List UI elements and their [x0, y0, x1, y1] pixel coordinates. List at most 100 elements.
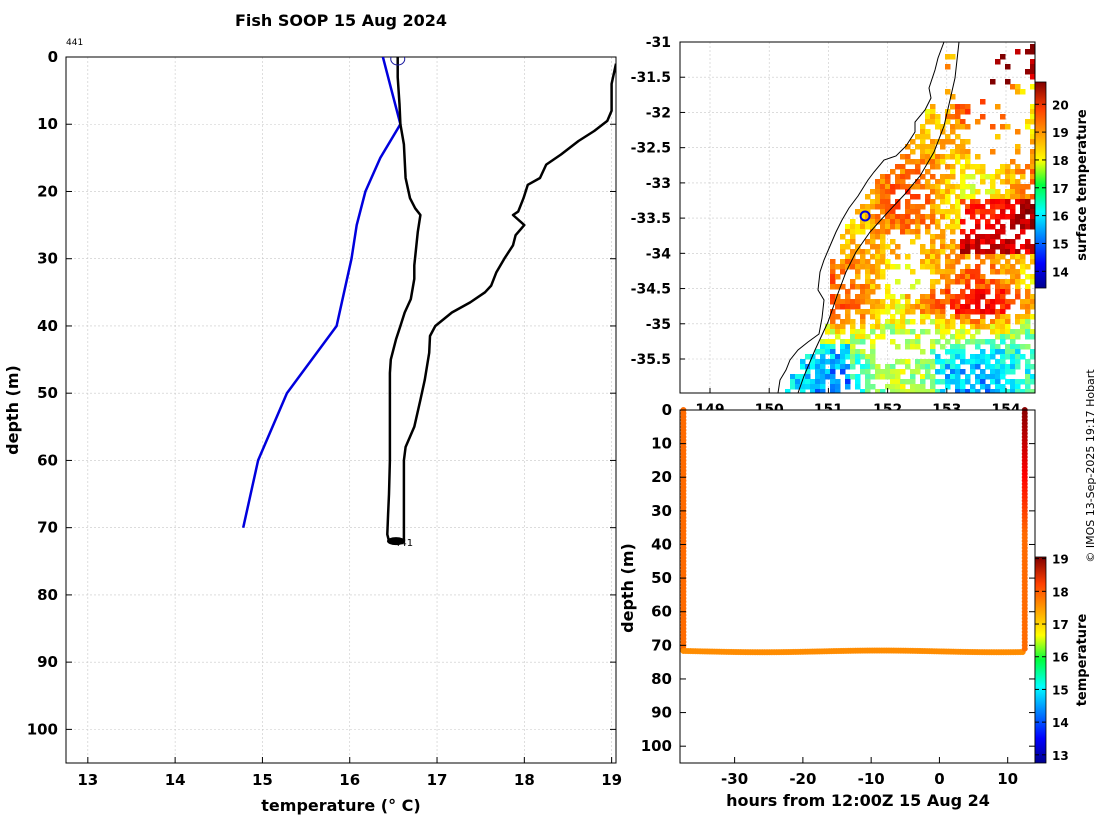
sst-cell: [935, 114, 941, 120]
sst-cell: [930, 104, 936, 110]
sst-cell: [960, 354, 966, 360]
sst-cell: [880, 249, 886, 255]
sst-cell: [815, 369, 821, 375]
sst-cell: [960, 294, 966, 300]
sst-cell: [1015, 274, 1021, 280]
sst-cell: [1025, 364, 1031, 370]
sst-cell: [1020, 269, 1026, 275]
sst-cell: [860, 284, 866, 290]
sst-cell: [985, 209, 991, 215]
sst-cell: [1015, 289, 1021, 295]
sst-cell: [920, 364, 926, 370]
sst-cell: [865, 264, 871, 270]
sst-cell: [1030, 164, 1035, 170]
sst-cell: [990, 354, 996, 360]
sst-cell: [1015, 164, 1021, 170]
sst-cell: [960, 109, 966, 115]
scatter-point: [1021, 645, 1028, 652]
sst-cell: [990, 249, 996, 255]
sst-cell: [905, 219, 911, 225]
sst-cell: [1010, 354, 1016, 360]
sst-cell: [870, 279, 876, 285]
sst-cell: [830, 379, 836, 385]
sst-colorbar-label: surface temperature: [1075, 109, 1090, 261]
sst-cell: [970, 204, 976, 210]
sst-colorbar: [1034, 81, 1047, 289]
sst-cell: [955, 104, 961, 110]
sst-cell: [920, 264, 926, 270]
sst-cell: [845, 229, 851, 235]
sst-cell: [840, 359, 846, 365]
sst-cell: [1005, 329, 1011, 335]
sst-cell: [830, 309, 836, 315]
sst-cell: [950, 349, 956, 355]
sst-cell: [980, 204, 986, 210]
sst-cell: [915, 164, 921, 170]
sst-cell: [935, 164, 941, 170]
sst-cell: [925, 134, 931, 140]
sst-cell: [1005, 279, 1011, 285]
sst-cell: [1015, 349, 1021, 355]
sst-cell: [950, 344, 956, 350]
sst-cell: [935, 219, 941, 225]
sst-cell: [865, 224, 871, 230]
sst-cell: [850, 334, 856, 340]
sst-cell: [905, 199, 911, 205]
sst-cell: [980, 374, 986, 380]
sst-cell: [1005, 334, 1011, 340]
sst-cell: [940, 309, 946, 315]
sst-cell: [865, 364, 871, 370]
sst-cell: [1005, 174, 1011, 180]
sst-cell: [995, 369, 1001, 375]
sst-cell: [840, 319, 846, 325]
sst-cell: [955, 259, 961, 265]
sst-cell: [850, 359, 856, 365]
sst-cell: [950, 104, 956, 110]
sst-cell: [955, 154, 961, 160]
profile-grid: [66, 56, 616, 763]
sst-cell: [1005, 324, 1011, 330]
sst-cell: [870, 299, 876, 305]
sst-cell: [795, 379, 801, 385]
sst-cell: [900, 324, 906, 330]
sst-cell: [1015, 269, 1021, 275]
sst-colorbar-tick-label: 17: [1052, 182, 1069, 196]
sst-cell: [960, 184, 966, 190]
sst-cell: [995, 329, 1001, 335]
sst-cell: [1030, 179, 1035, 185]
sst-cell: [850, 339, 856, 345]
sst-cell: [915, 224, 921, 230]
sst-cell: [960, 154, 966, 160]
sst-cell: [950, 359, 956, 365]
sst-cell: [940, 144, 946, 150]
sst-cell: [890, 299, 896, 305]
sst-cell: [865, 389, 871, 393]
sst-cell: [1020, 264, 1026, 270]
sst-cell: [995, 104, 1001, 110]
sst-cell: [955, 344, 961, 350]
sst-cell: [1025, 359, 1031, 365]
sst-cell: [1005, 79, 1011, 85]
sst-cell: [965, 304, 971, 310]
sst-cell: [865, 239, 871, 245]
sst-cell: [875, 204, 881, 210]
sst-cell: [1025, 239, 1031, 245]
sst-cell: [920, 349, 926, 355]
sst-cell: [940, 334, 946, 340]
sst-cell: [895, 204, 901, 210]
sst-cell: [945, 224, 951, 230]
sst-cell: [965, 244, 971, 250]
sst-cell: [815, 374, 821, 380]
sst-cell: [870, 359, 876, 365]
sst-cell: [935, 269, 941, 275]
sst-cell: [1010, 339, 1016, 345]
sst-cell: [955, 219, 961, 225]
sst-cell: [970, 294, 976, 300]
sst-cell: [890, 224, 896, 230]
sst-cell: [945, 189, 951, 195]
sst-cell: [955, 279, 961, 285]
scatter-xlabel: hours from 12:00Z 15 Aug 24: [726, 791, 990, 810]
sst-cell: [1005, 304, 1011, 310]
sst-cell: [985, 354, 991, 360]
sst-cell: [1015, 149, 1021, 155]
